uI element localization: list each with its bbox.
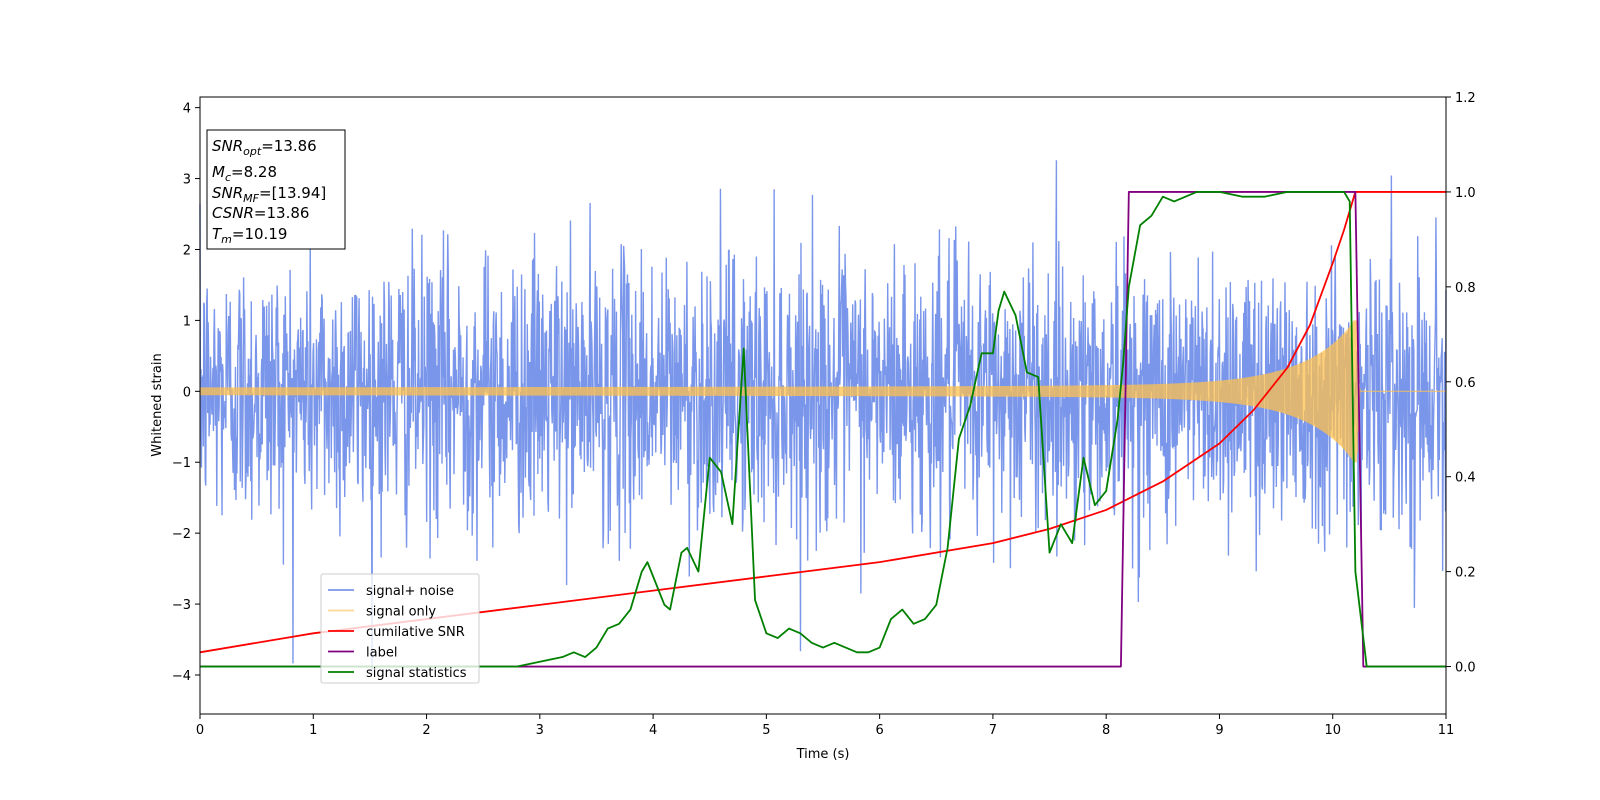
y2-tick-label: 0.6 <box>1455 376 1476 391</box>
y-tick-label: 1 <box>183 314 191 329</box>
plot-frame <box>199 96 1447 715</box>
x-tick-label: 5 <box>762 723 770 738</box>
x-tick-label: 6 <box>875 723 883 738</box>
legend-label: cumilative SNR <box>366 625 465 640</box>
legend-label: signal+ noise <box>366 584 454 599</box>
x-tick-label: 11 <box>1438 723 1455 738</box>
y-tick-label: −1 <box>172 456 191 471</box>
x-tick-label: 1 <box>309 723 317 738</box>
legend-label: signal statistics <box>366 666 467 681</box>
signal-only-line <box>199 320 1446 463</box>
y2-tick-label: 0.0 <box>1455 661 1476 676</box>
y-tick-label: −2 <box>172 527 191 542</box>
y-tick-label: 3 <box>183 173 191 188</box>
x-tick-label: 9 <box>1215 723 1223 738</box>
y2-tick-label: 0.8 <box>1455 281 1476 296</box>
x-tick-label: 7 <box>989 723 997 738</box>
annotation-tm: Tm=10.19 <box>212 225 287 246</box>
y-axis-right: 0.0 0.2 0.4 0.6 0.8 1.0 1.2 <box>1446 91 1476 676</box>
y-tick-label: 2 <box>183 243 191 258</box>
y2-tick-label: 0.4 <box>1455 471 1476 486</box>
signal-statistics-line <box>200 191 1446 668</box>
y2-tick-label: 1.2 <box>1455 91 1476 106</box>
x-axis: 0 1 2 3 4 5 6 7 8 9 10 11 <box>196 714 1454 738</box>
y2-tick-label: 1.0 <box>1455 186 1476 201</box>
annotation-box: SNRopt=13.86 Mc=8.28 SNRMF=[13.94] CSNR=… <box>206 129 346 250</box>
y-axis-label: Whitened strain <box>150 353 165 456</box>
x-tick-label: 3 <box>536 723 544 738</box>
y-axis-left: −4 −3 −2 −1 0 1 2 3 4 <box>172 102 200 684</box>
legend-label: signal only <box>366 605 436 620</box>
x-tick-label: 8 <box>1102 723 1110 738</box>
x-tick-label: 0 <box>196 723 204 738</box>
y-tick-label: 0 <box>183 385 191 400</box>
annotation-snr-opt: SNRopt=13.86 <box>212 137 317 158</box>
x-tick-label: 10 <box>1324 723 1341 738</box>
annotation-snr-mf: SNRMF=[13.94] <box>212 184 326 205</box>
signal-noise-line <box>199 160 1447 674</box>
y2-tick-label: 0.2 <box>1455 566 1476 581</box>
y-tick-label: −3 <box>172 598 191 613</box>
cumulative-snr-line <box>199 191 1446 654</box>
legend: signal+ noise signal only cumilative SNR la… <box>320 573 480 684</box>
annotation-mc: Mc=8.28 <box>212 163 277 184</box>
annotation-csnr: CSNR=13.86 <box>212 204 309 222</box>
x-tick-label: 2 <box>422 723 430 738</box>
overlay-series <box>199 191 1446 668</box>
signal-only-series <box>199 320 1446 463</box>
x-tick-label: 4 <box>649 723 657 738</box>
legend-label: label <box>366 646 397 661</box>
x-axis-label: Time (s) <box>796 747 850 762</box>
signal-noise-series <box>199 160 1447 674</box>
y-tick-label: −4 <box>172 669 191 684</box>
y-tick-label: 4 <box>183 102 191 117</box>
